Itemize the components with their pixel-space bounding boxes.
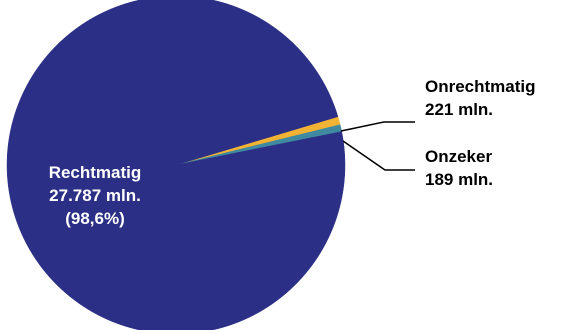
pie-slices [6, 0, 346, 330]
pie-slice-rechtmatig [6, 0, 346, 330]
value-onzeker: 189 mln. [425, 170, 493, 189]
value-rechtmatig: 27.787 mln. [49, 186, 141, 205]
label-onrechtmatig: Onrechtmatig [425, 77, 536, 96]
leader-line-onzeker [342, 140, 415, 171]
label-onzeker: Onzeker [425, 147, 492, 166]
percent-rechtmatig: (98,6%) [65, 209, 125, 228]
value-onrechtmatig: 221 mln. [425, 100, 493, 119]
leader-line-onrechtmatig [340, 121, 415, 132]
label-rechtmatig: Rechtmatig [49, 163, 142, 182]
